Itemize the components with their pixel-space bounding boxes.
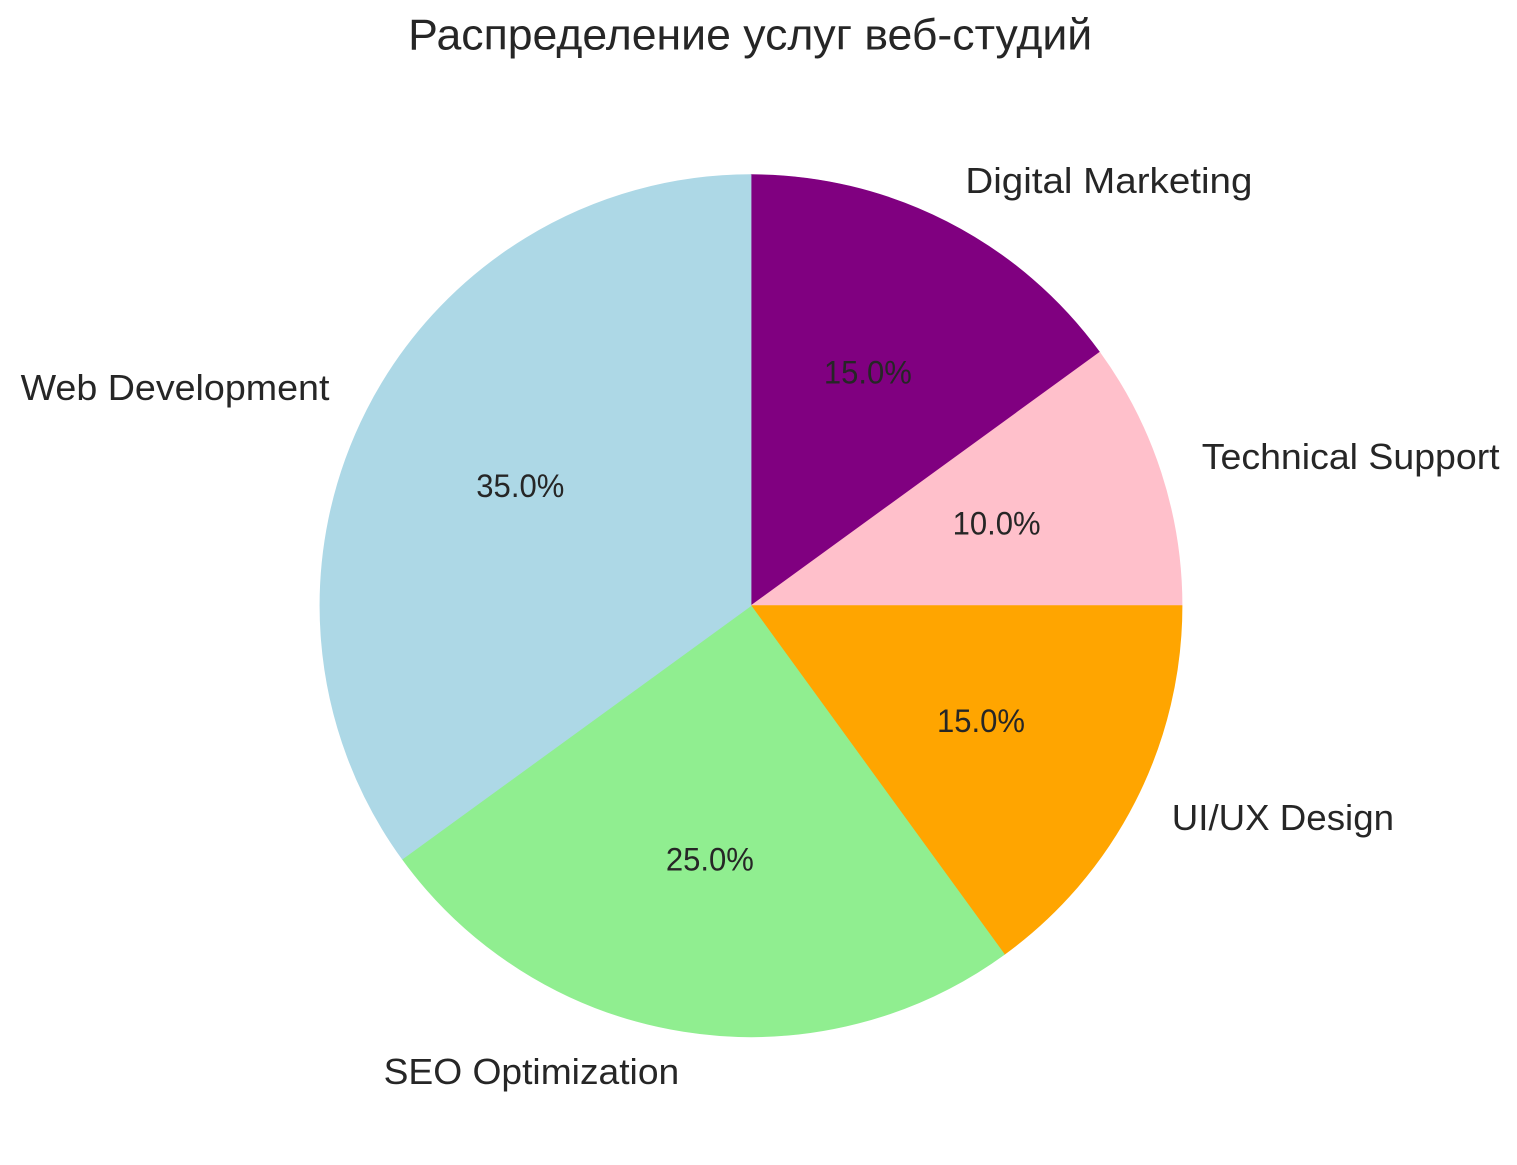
svg-text:UI/UX Design: UI/UX Design (1172, 798, 1394, 838)
svg-text:15.0%: 15.0% (937, 703, 1025, 739)
svg-text:Digital Marketing: Digital Marketing (965, 161, 1252, 201)
svg-text:Web Development: Web Development (21, 368, 330, 408)
svg-text:25.0%: 25.0% (666, 841, 754, 877)
svg-text:15.0%: 15.0% (824, 355, 912, 391)
svg-text:35.0%: 35.0% (476, 468, 564, 504)
svg-text:Распределение услуг веб-студий: Распределение услуг веб-студий (408, 12, 1092, 60)
svg-text:Technical Support: Technical Support (1202, 437, 1500, 477)
svg-text:10.0%: 10.0% (953, 506, 1041, 542)
svg-text:SEO Optimization: SEO Optimization (384, 1052, 680, 1092)
